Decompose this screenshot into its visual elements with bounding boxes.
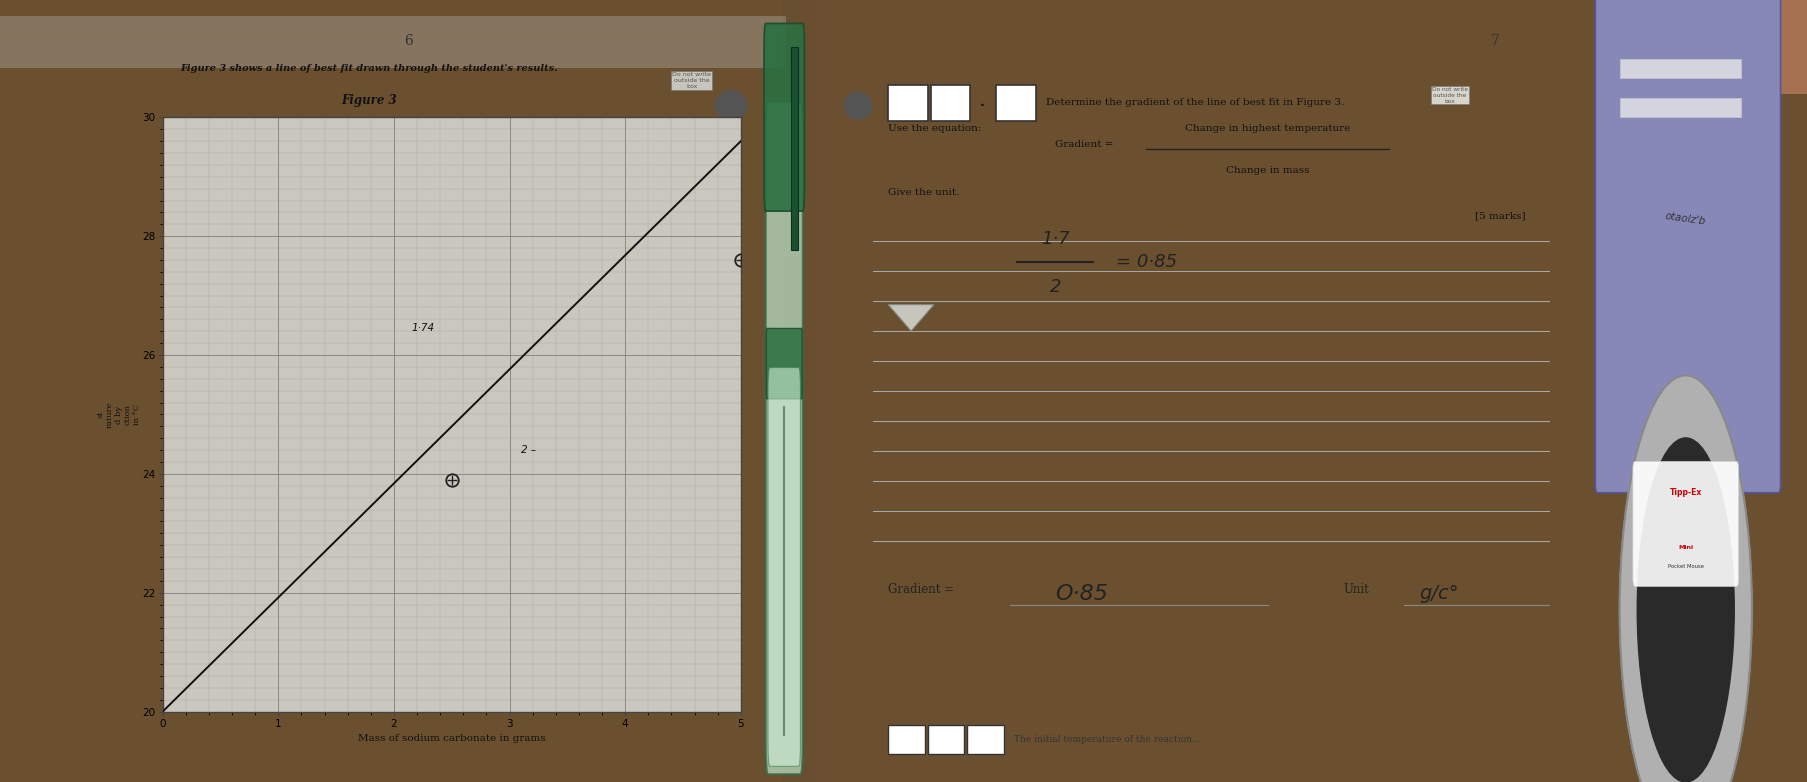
- Text: O·85: O·85: [1055, 583, 1108, 604]
- Text: 1·74: 1·74: [412, 323, 434, 333]
- Bar: [808, 0, 813, 782]
- X-axis label: Mass of sodium carbonate in grams: Mass of sodium carbonate in grams: [358, 734, 546, 743]
- Bar: [1619, 98, 1740, 117]
- Text: [5 marks]: [5 marks]: [1475, 211, 1525, 220]
- Text: 1·7: 1·7: [1041, 231, 1070, 249]
- Bar: [1619, 59, 1740, 78]
- Text: Tipp-Ex: Tipp-Ex: [1670, 488, 1702, 497]
- Text: Change in mass: Change in mass: [1225, 166, 1310, 175]
- Polygon shape: [889, 305, 934, 331]
- Text: 3: 3: [981, 734, 988, 744]
- Text: 2: 2: [947, 96, 954, 109]
- Bar: [791, 47, 799, 250]
- Bar: [967, 725, 1003, 754]
- Circle shape: [1619, 375, 1751, 782]
- Text: 2 –: 2 –: [520, 445, 537, 455]
- Text: Gradient =: Gradient =: [1055, 140, 1113, 149]
- Text: The initial temperature of the reaction...: The initial temperature of the reaction.…: [1014, 735, 1202, 744]
- Bar: [788, 0, 793, 782]
- Text: Use the equation:: Use the equation:: [889, 124, 981, 134]
- Text: otaolz'b: otaolz'b: [1664, 211, 1708, 227]
- Text: .: .: [979, 96, 985, 109]
- Bar: [793, 0, 797, 782]
- Text: 2: 2: [1050, 278, 1061, 296]
- Text: Do not write
outside the
box: Do not write outside the box: [672, 72, 712, 88]
- Bar: [0, 16, 786, 68]
- Text: Give the unit.: Give the unit.: [889, 188, 960, 197]
- FancyBboxPatch shape: [766, 102, 802, 774]
- Text: 6: 6: [405, 34, 414, 48]
- Text: Pocket Mouse: Pocket Mouse: [1668, 565, 1704, 569]
- Bar: [813, 0, 819, 782]
- Text: Mini: Mini: [1679, 545, 1693, 550]
- Circle shape: [844, 92, 871, 119]
- Text: Figure 3: Figure 3: [342, 95, 398, 107]
- Text: Figure 3 shows a line of best fit drawn through the student's results.: Figure 3 shows a line of best fit drawn …: [181, 64, 558, 74]
- Bar: [822, 0, 828, 782]
- Bar: [1697, 0, 1807, 94]
- FancyBboxPatch shape: [766, 328, 802, 399]
- Text: Do not write
outside the
box: Do not write outside the box: [1431, 87, 1467, 103]
- Text: = 0·85: = 0·85: [1117, 253, 1176, 271]
- Text: Determine the gradient of the line of best fit in Figure 3.: Determine the gradient of the line of be…: [1046, 99, 1344, 107]
- Bar: [931, 84, 970, 120]
- FancyBboxPatch shape: [1634, 461, 1738, 586]
- Bar: [889, 725, 925, 754]
- Text: g/c°: g/c°: [1420, 584, 1458, 603]
- FancyBboxPatch shape: [1596, 0, 1780, 493]
- Bar: [889, 84, 927, 120]
- Text: Gradient =: Gradient =: [889, 583, 954, 597]
- Text: 7: 7: [1491, 34, 1500, 48]
- Y-axis label: st
rature
d by
ction
in °C: st rature d by ction in °C: [96, 401, 141, 428]
- Bar: [828, 0, 833, 782]
- Bar: [819, 0, 822, 782]
- Text: 0: 0: [904, 734, 911, 744]
- Text: 0: 0: [904, 96, 913, 109]
- Text: 2: 2: [943, 734, 950, 744]
- Bar: [797, 0, 802, 782]
- Bar: [802, 0, 808, 782]
- Text: Unit: Unit: [1344, 583, 1370, 597]
- Text: Change in highest temperature: Change in highest temperature: [1185, 124, 1350, 133]
- Bar: [996, 84, 1035, 120]
- FancyBboxPatch shape: [768, 368, 801, 766]
- Circle shape: [1637, 438, 1735, 782]
- Bar: [782, 0, 788, 782]
- Circle shape: [716, 91, 746, 120]
- Bar: [927, 725, 965, 754]
- Text: 2: 2: [1012, 96, 1019, 109]
- FancyBboxPatch shape: [764, 23, 804, 211]
